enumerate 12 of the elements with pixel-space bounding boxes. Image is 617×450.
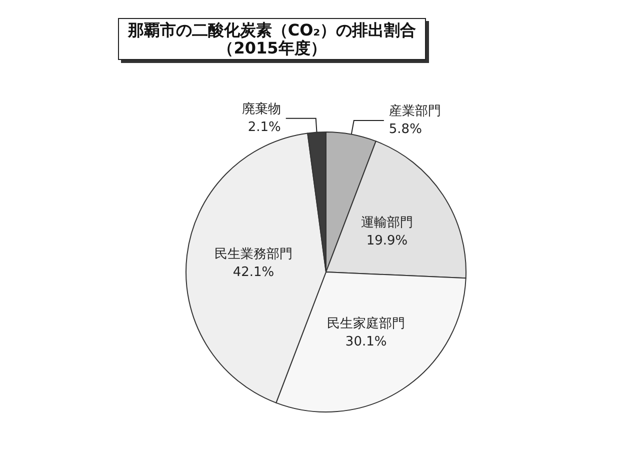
data-label: 5.8%: [388, 122, 422, 138]
slice-label: 廃棄物: [242, 100, 281, 117]
data-label: 30.1%: [345, 334, 387, 350]
slice-label: 産業部門: [388, 103, 441, 120]
data-label: 2.1%: [248, 120, 281, 135]
chart-subtitle: （2015年度）: [218, 38, 326, 58]
data-label: 19.9%: [366, 233, 408, 248]
slice-label: 民生業務部門: [214, 247, 292, 262]
slice-label: 運輸部門: [361, 215, 414, 230]
chart-title: 那覇市の二酸化炭素（CO₂）の排出割合: [126, 20, 416, 40]
slice-label: 民生家庭部門: [327, 316, 406, 332]
data-label: 42.1%: [232, 265, 274, 280]
